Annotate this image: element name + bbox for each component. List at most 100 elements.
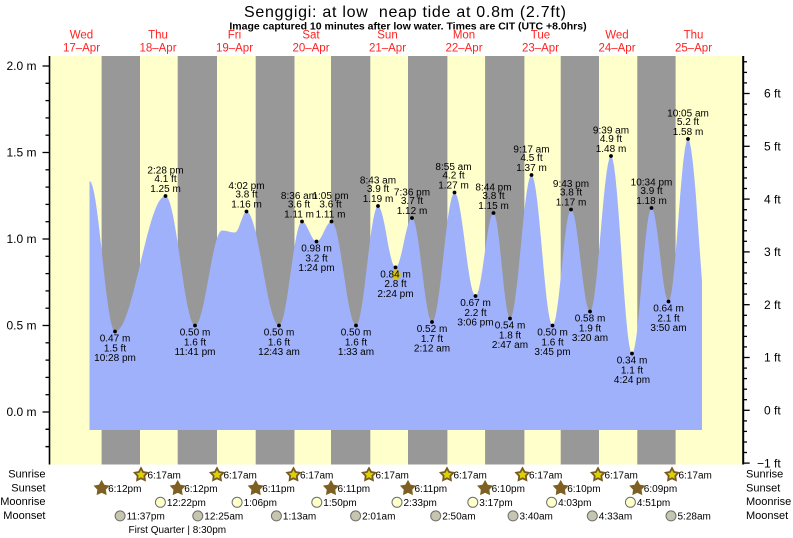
- svg-text:4.1 ft: 4.1 ft: [154, 174, 176, 185]
- svg-text:9:43 pm: 9:43 pm: [553, 179, 589, 190]
- svg-text:4.2 ft: 4.2 ft: [442, 171, 464, 182]
- svg-text:4:51pm: 4:51pm: [637, 498, 670, 509]
- svg-text:3.9 ft: 3.9 ft: [640, 186, 662, 197]
- svg-text:4.9 ft: 4.9 ft: [600, 134, 622, 145]
- svg-text:Sun: Sun: [377, 30, 397, 42]
- svg-text:Wed: Wed: [605, 30, 628, 42]
- svg-text:23–Apr: 23–Apr: [522, 43, 559, 55]
- svg-text:6:17am: 6:17am: [300, 470, 333, 481]
- svg-text:1.37 m: 1.37 m: [516, 163, 547, 174]
- svg-text:−1 ft: −1 ft: [757, 456, 781, 470]
- svg-text:3:06 pm: 3:06 pm: [457, 318, 493, 329]
- svg-text:11:41 pm: 11:41 pm: [175, 347, 216, 358]
- svg-text:1.15 m: 1.15 m: [478, 201, 509, 212]
- svg-text:0.50 m: 0.50 m: [537, 328, 568, 339]
- svg-text:Moonrise: Moonrise: [0, 496, 45, 508]
- svg-text:Moonset: Moonset: [746, 510, 788, 522]
- svg-text:1.6 ft: 1.6 ft: [541, 337, 563, 348]
- svg-text:3.2 ft: 3.2 ft: [305, 253, 327, 264]
- svg-text:6:10pm: 6:10pm: [492, 484, 525, 495]
- svg-text:8:43 am: 8:43 am: [360, 176, 396, 187]
- svg-text:1.5 ft: 1.5 ft: [104, 343, 126, 354]
- svg-text:Sunset: Sunset: [746, 482, 780, 494]
- svg-text:18–Apr: 18–Apr: [139, 43, 176, 55]
- svg-text:0.67 m: 0.67 m: [460, 298, 491, 309]
- svg-text:1.19 m: 1.19 m: [363, 194, 394, 205]
- svg-text:4:33am: 4:33am: [599, 511, 632, 522]
- svg-text:1.16 m: 1.16 m: [231, 199, 262, 210]
- svg-text:Moonset: Moonset: [3, 510, 45, 522]
- svg-text:1.17 m: 1.17 m: [556, 197, 587, 208]
- svg-text:24–Apr: 24–Apr: [598, 43, 635, 55]
- svg-text:4:02 pm: 4:02 pm: [228, 181, 264, 192]
- svg-text:Tue: Tue: [531, 30, 550, 42]
- svg-text:0.34 m: 0.34 m: [617, 356, 648, 367]
- svg-text:0.0 m: 0.0 m: [6, 405, 36, 419]
- svg-text:0.50 m: 0.50 m: [180, 328, 211, 339]
- svg-text:1.5 m: 1.5 m: [6, 146, 36, 160]
- svg-text:Sunrise: Sunrise: [8, 469, 45, 481]
- svg-text:Sat: Sat: [302, 30, 320, 42]
- svg-text:Thu: Thu: [148, 30, 168, 42]
- svg-text:1.1 ft: 1.1 ft: [621, 365, 643, 376]
- svg-text:0.98 m: 0.98 m: [301, 244, 332, 255]
- svg-text:6:17am: 6:17am: [679, 470, 712, 481]
- svg-text:1:06pm: 1:06pm: [244, 498, 277, 509]
- svg-text:0.50 m: 0.50 m: [341, 328, 372, 339]
- svg-text:22–Apr: 22–Apr: [445, 43, 482, 55]
- svg-text:9:39 am: 9:39 am: [593, 126, 629, 137]
- svg-text:11:37pm: 11:37pm: [127, 511, 165, 522]
- svg-text:19–Apr: 19–Apr: [216, 43, 253, 55]
- svg-text:1:05 pm: 1:05 pm: [312, 191, 348, 202]
- svg-text:3.9 ft: 3.9 ft: [367, 184, 389, 195]
- svg-text:6:10pm: 6:10pm: [567, 484, 600, 495]
- svg-text:3.8 ft: 3.8 ft: [560, 188, 582, 199]
- svg-text:3.7 ft: 3.7 ft: [401, 196, 423, 207]
- svg-text:6:17am: 6:17am: [224, 470, 257, 481]
- svg-text:5.2 ft: 5.2 ft: [677, 117, 699, 128]
- svg-text:6:11pm: 6:11pm: [262, 484, 295, 495]
- svg-text:Image captured 10 minutes afte: Image captured 10 minutes after low wate…: [229, 21, 586, 33]
- svg-text:3:45 pm: 3:45 pm: [534, 347, 570, 358]
- svg-text:1.58 m: 1.58 m: [673, 127, 704, 138]
- svg-text:Senggigi: at low neap tide at: Senggigi: at low neap tide at 0.8m (2.7f…: [244, 4, 566, 21]
- svg-text:0 ft: 0 ft: [764, 404, 781, 418]
- svg-text:3:50 am: 3:50 am: [650, 323, 686, 334]
- svg-text:2:24 pm: 2:24 pm: [377, 289, 413, 300]
- svg-text:10:05 am: 10:05 am: [667, 109, 709, 120]
- svg-text:1:13am: 1:13am: [283, 511, 316, 522]
- svg-text:1.6 ft: 1.6 ft: [345, 337, 367, 348]
- svg-text:Thu: Thu: [684, 30, 704, 42]
- svg-text:12:22pm: 12:22pm: [167, 498, 206, 509]
- svg-text:2:50am: 2:50am: [442, 511, 475, 522]
- svg-text:4:24 pm: 4:24 pm: [614, 375, 650, 386]
- svg-text:1.0 m: 1.0 m: [6, 232, 36, 246]
- svg-text:6:12pm: 6:12pm: [184, 484, 217, 495]
- svg-text:3 ft: 3 ft: [764, 245, 781, 259]
- svg-text:3.6 ft: 3.6 ft: [288, 200, 310, 211]
- svg-text:0.5 m: 0.5 m: [6, 319, 36, 333]
- svg-text:2.0 m: 2.0 m: [6, 59, 36, 73]
- svg-text:10:34 pm: 10:34 pm: [631, 178, 673, 189]
- svg-text:1.27 m: 1.27 m: [438, 180, 469, 191]
- svg-text:3.8 ft: 3.8 ft: [482, 191, 504, 202]
- svg-text:3:40am: 3:40am: [520, 511, 553, 522]
- svg-text:2 ft: 2 ft: [764, 298, 781, 312]
- svg-text:Mon: Mon: [453, 30, 475, 42]
- svg-text:Wed: Wed: [70, 30, 93, 42]
- svg-text:8:36 am: 8:36 am: [281, 191, 317, 202]
- svg-text:6:17am: 6:17am: [148, 470, 181, 481]
- svg-text:Sunset: Sunset: [11, 482, 45, 494]
- svg-text:6:11pm: 6:11pm: [415, 484, 448, 495]
- svg-text:1.8 ft: 1.8 ft: [499, 330, 521, 341]
- svg-text:6:11pm: 6:11pm: [338, 484, 371, 495]
- svg-text:12:43 am: 12:43 am: [258, 347, 300, 358]
- svg-text:1.25 m: 1.25 m: [150, 184, 181, 195]
- svg-text:20–Apr: 20–Apr: [292, 43, 329, 55]
- svg-text:1.9 ft: 1.9 ft: [579, 323, 601, 334]
- svg-text:1.11 m: 1.11 m: [316, 209, 346, 220]
- svg-text:2:12 am: 2:12 am: [414, 344, 450, 355]
- svg-text:3:17pm: 3:17pm: [479, 498, 512, 509]
- svg-text:1:50pm: 1:50pm: [323, 498, 356, 509]
- svg-text:6:17am: 6:17am: [454, 470, 487, 481]
